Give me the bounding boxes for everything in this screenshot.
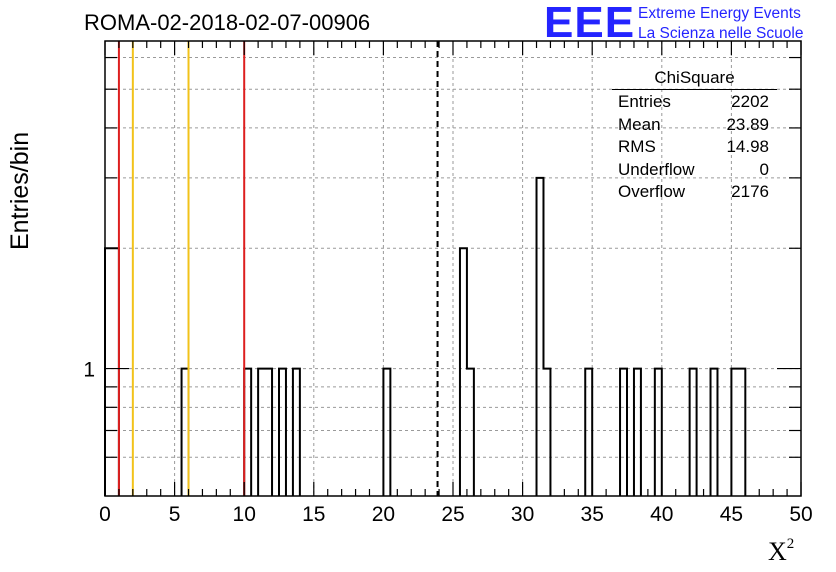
histogram-bin xyxy=(265,369,272,496)
x-tick-label: 25 xyxy=(441,503,464,526)
x-tick-label: 5 xyxy=(169,503,181,526)
histogram-bin xyxy=(620,369,627,496)
histogram-bin xyxy=(383,369,390,496)
x-tick-label: 0 xyxy=(99,503,111,526)
stats-row-underflow: Underflow 0 xyxy=(612,160,777,183)
histogram-bin xyxy=(244,369,251,496)
histogram-bin xyxy=(460,248,467,496)
histogram-outline xyxy=(104,176,747,496)
x-axis-label-superscript: 2 xyxy=(786,536,795,552)
histogram-bin xyxy=(543,369,550,496)
stats-row-entries: Entries 2202 xyxy=(612,92,777,115)
x-tick-label: 20 xyxy=(372,503,395,526)
x-tick-label: 30 xyxy=(511,503,534,526)
x-tick-label: 45 xyxy=(720,503,743,526)
histogram-bin xyxy=(105,248,112,496)
stats-label: Mean xyxy=(618,114,661,134)
stats-label: Overflow xyxy=(618,182,686,201)
x-tick-label: 40 xyxy=(650,503,673,526)
stats-row-overflow: Overflow 2176 xyxy=(612,182,777,205)
x-axis-label-text: X xyxy=(768,537,787,566)
logo-line-2: La Scienza nelle Scuole xyxy=(638,25,804,42)
histogram-bin xyxy=(634,369,641,496)
histogram-bin xyxy=(112,248,119,496)
stats-value: 2202 xyxy=(731,92,769,111)
histogram-bin xyxy=(655,369,662,496)
x-tick-label: 50 xyxy=(789,503,812,526)
x-axis-label: X2 xyxy=(768,536,794,567)
stats-box: ChiSquare Entries 2202 Mean 23.89 RMS 14… xyxy=(612,68,777,205)
histogram-bin xyxy=(293,369,300,496)
histogram-bin xyxy=(585,369,592,496)
y-axis-label: Entries/bin xyxy=(6,131,34,250)
histogram-bin xyxy=(467,369,474,496)
histogram-bin xyxy=(279,369,286,496)
histogram-bin xyxy=(711,369,718,496)
stats-label: Entries xyxy=(618,92,671,111)
x-tick-label: 35 xyxy=(581,503,604,526)
stats-label: RMS xyxy=(618,137,656,156)
histogram-bin xyxy=(731,369,738,496)
histogram-bin xyxy=(258,369,265,496)
stats-value: 2176 xyxy=(731,182,769,201)
histogram-bin xyxy=(690,369,697,496)
histogram-bin xyxy=(738,369,745,496)
x-tick-label: 15 xyxy=(302,503,325,526)
x-tick-label: 10 xyxy=(233,503,256,526)
stats-label: Underflow xyxy=(618,159,695,179)
histogram-bin xyxy=(537,178,544,496)
stats-row-rms: RMS 14.98 xyxy=(612,137,777,160)
histogram-bin xyxy=(182,369,189,496)
eee-logo: EEE Extreme Energy Events La Scienza nel… xyxy=(544,0,834,48)
logo-line-1: Extreme Energy Events xyxy=(638,5,801,22)
stats-value: 23.89 xyxy=(726,114,769,134)
y-tick-label: 1 xyxy=(83,359,95,382)
stats-value: 0 xyxy=(759,159,769,179)
chart-title: ROMA-02-2018-02-07-00906 xyxy=(84,10,371,35)
stats-title: ChiSquare xyxy=(612,68,777,90)
logo-mark: EEE xyxy=(544,0,636,47)
stats-row-mean: Mean 23.89 xyxy=(612,115,777,138)
stats-value: 14.98 xyxy=(726,137,769,156)
